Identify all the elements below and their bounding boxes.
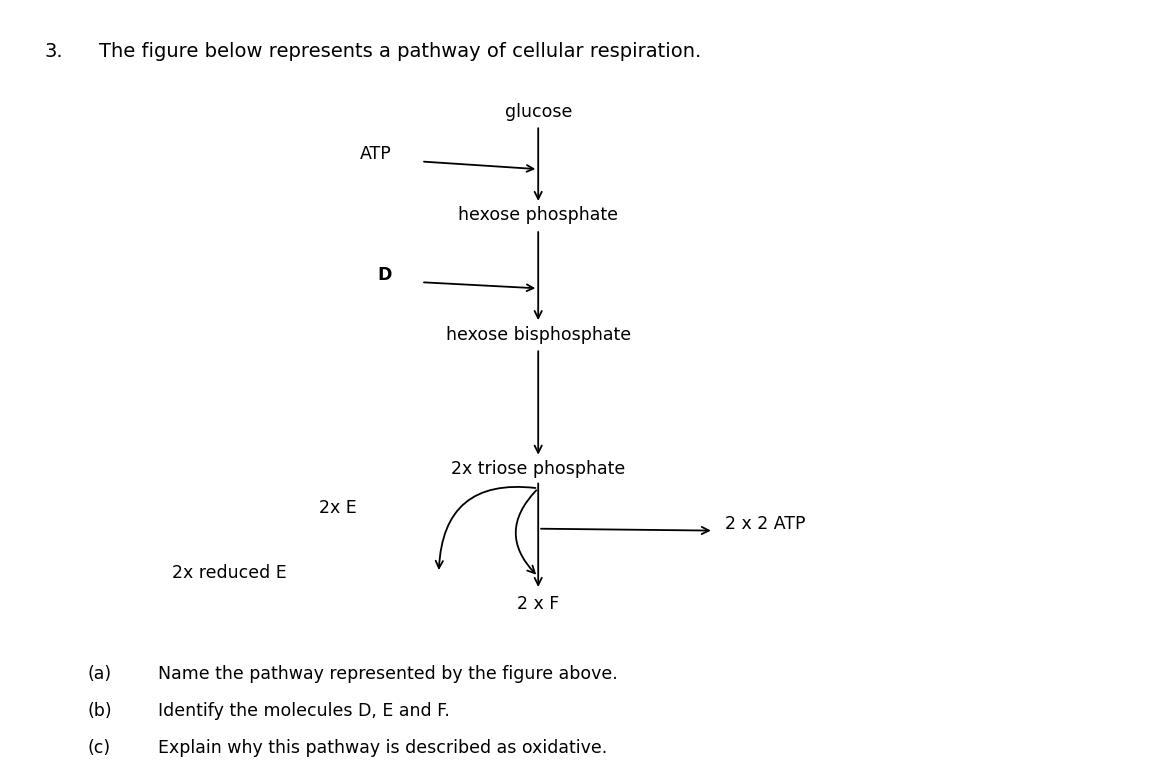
Text: (a): (a) (88, 665, 112, 683)
Text: 2x triose phosphate: 2x triose phosphate (452, 460, 625, 478)
Text: The figure below represents a pathway of cellular respiration.: The figure below represents a pathway of… (99, 42, 702, 62)
Text: (c): (c) (88, 739, 111, 757)
Text: Name the pathway represented by the figure above.: Name the pathway represented by the figu… (158, 665, 618, 683)
Text: Identify the molecules D, E and F.: Identify the molecules D, E and F. (158, 702, 449, 720)
Text: ATP: ATP (360, 145, 392, 163)
Text: 3.: 3. (44, 42, 63, 62)
Text: glucose: glucose (504, 102, 572, 121)
Text: hexose phosphate: hexose phosphate (459, 206, 618, 225)
Text: D: D (378, 265, 392, 284)
Text: (b): (b) (88, 702, 112, 720)
Text: 2x reduced E: 2x reduced E (172, 564, 287, 582)
Text: 2x E: 2x E (319, 498, 357, 517)
Text: 2 x 2 ATP: 2 x 2 ATP (725, 515, 806, 534)
Text: Explain why this pathway is described as oxidative.: Explain why this pathway is described as… (158, 739, 607, 757)
Text: 2 x F: 2 x F (517, 594, 559, 613)
Text: hexose bisphosphate: hexose bisphosphate (446, 325, 631, 344)
